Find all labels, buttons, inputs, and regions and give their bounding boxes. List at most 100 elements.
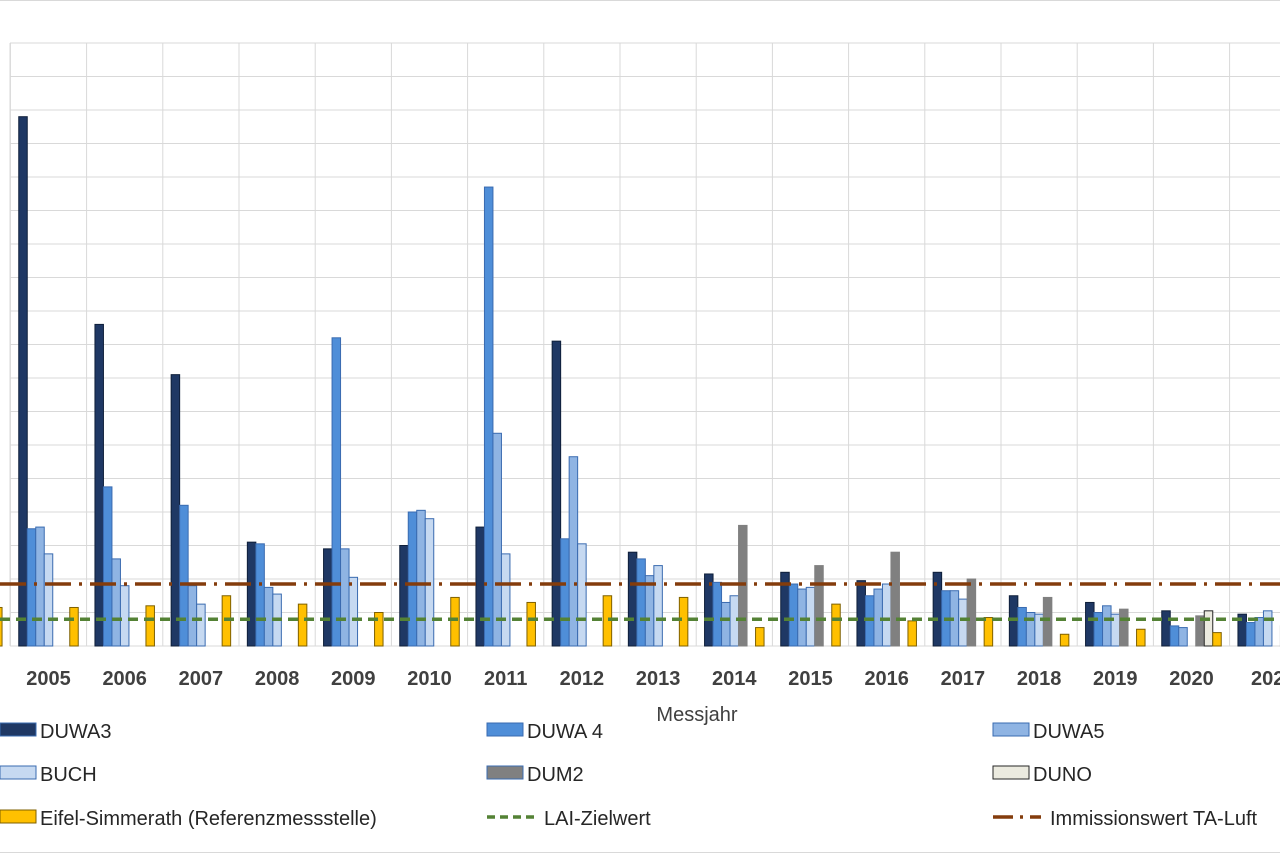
bar-eifel-simmerath-referenzmessstelle--2014 — [755, 627, 765, 647]
legend-swatch — [486, 722, 524, 737]
bar-buch-2012 — [577, 543, 587, 647]
legend-swatch — [486, 765, 524, 780]
bar-dum2-2019 — [1119, 608, 1129, 647]
legend-item-buch: BUCH — [0, 764, 97, 786]
bar-duwa-4-2018 — [1017, 606, 1027, 647]
x-tick-label: 2008 — [255, 668, 300, 690]
bar-eifel-simmerath-referenzmessstelle--2018 — [1059, 633, 1070, 647]
bar-duwa3-2019 — [1085, 601, 1095, 647]
x-tick-label: 2019 — [1093, 668, 1138, 690]
bar-buch-2017 — [958, 598, 968, 647]
bar-duno-2020 — [1203, 610, 1214, 647]
bar-eifel-simmerath-referenzmessstelle--2011 — [526, 601, 536, 647]
bar-duwa5-2014 — [721, 601, 731, 647]
bar-duwa3-2010 — [399, 545, 409, 647]
bar-duwa5-2011 — [492, 432, 502, 647]
x-tick-label: 2020 — [1169, 668, 1214, 690]
bar-duwa5-2020 — [1178, 627, 1188, 647]
legend-item-lai-zielwert: LAI-Zielwert — [487, 808, 651, 830]
bar-duwa3-2007 — [170, 374, 181, 647]
bar-duwa3-2020 — [1161, 610, 1171, 647]
legend-label: DUWA 4 — [527, 721, 603, 743]
bar-dum2-2018 — [1042, 596, 1053, 647]
bar-duwa-4-2008 — [255, 543, 265, 647]
bar-buch-2015 — [805, 586, 816, 647]
bar-eifel-simmerath-referenzmessstelle--2006 — [145, 605, 155, 647]
bar-dum2-2017 — [966, 578, 977, 647]
bar-duwa-4-2010 — [407, 511, 418, 647]
bar-eifel-simmerath-referenzmessstelle--2008 — [297, 603, 308, 647]
bar-duwa5-2007 — [187, 585, 198, 647]
bar-duwa5-2021 — [1254, 617, 1264, 647]
bar-duwa-4-2014 — [712, 581, 723, 647]
legend-item-eifel-simmerath-referenzmessstelle-: Eifel-Simmerath (Referenzmessstelle) — [0, 808, 377, 830]
legend-label: LAI-Zielwert — [544, 808, 651, 830]
bar-dum2-2015 — [814, 565, 824, 647]
legend-label: Immissionswert TA-Luft — [1050, 808, 1258, 830]
bar-eifel-simmerath-referenzmessstelle--2015 — [831, 603, 841, 647]
bar-duwa-4-2011 — [483, 186, 494, 647]
bar-duwa3-2005 — [18, 116, 28, 647]
bar-duwa3-2013 — [627, 551, 638, 647]
bar-duwa5-2010 — [416, 509, 426, 647]
bar-duwa-4-2021 — [1245, 622, 1256, 647]
gridlines — [9, 42, 1280, 647]
bar-duwa5-2006 — [111, 558, 121, 647]
bar-duwa-4-2005 — [26, 528, 37, 647]
x-tick-label: 2014 — [712, 668, 757, 690]
bar-buch-2005 — [43, 553, 54, 647]
x-tick-label: 2011 — [484, 668, 527, 690]
bar-duwa5-2019 — [1102, 605, 1112, 647]
bar-duwa-4-2009 — [331, 337, 342, 647]
x-tick-label: 2016 — [864, 668, 909, 690]
legend: DUWA3 DUWA 4 DUWA5 BUCH DUM2 DUNO Eifel-Simmer… — [0, 721, 1258, 830]
legend-item-duwa-4: DUWA 4 — [486, 721, 603, 743]
x-tick-label: 2006 — [102, 668, 147, 690]
legend-label: DUWA5 — [1033, 721, 1104, 743]
bars — [0, 116, 1280, 647]
legend-item-immissionswert-ta-luft: Immissionswert TA-Luft — [993, 808, 1258, 830]
x-tick-label: 2012 — [560, 668, 605, 690]
x-tick-labels: 2005 2006 2007 2008 2009 2010 2011 2012 2013 2014… — [26, 668, 1280, 690]
legend-item-duwa3: DUWA3 — [0, 721, 111, 743]
bar-eifel-simmerath-referenzmessstelle--2020 — [1212, 632, 1222, 647]
bar-duwa-4-2007 — [179, 504, 189, 647]
legend-swatch — [0, 722, 37, 737]
x-tick-label: 2010 — [407, 668, 452, 690]
bar-dum2-2016 — [890, 551, 900, 647]
legend-label: BUCH — [40, 764, 97, 786]
bar-buch-2006 — [119, 585, 130, 647]
bar-buch-2021 — [1262, 610, 1273, 647]
bar-eifel-simmerath-referenzmessstelle--2013 — [678, 596, 689, 647]
bar-duwa5-2008 — [263, 586, 274, 647]
bar-eifel-simmerath-referenzmessstelle--2010 — [450, 596, 460, 647]
bar-duwa-4-2020 — [1169, 625, 1180, 647]
bar-duwa5-2013 — [644, 575, 655, 647]
bar-duwa3-2006 — [94, 323, 104, 647]
bar-buch-2007 — [196, 603, 206, 647]
bar-duwa3-2012 — [551, 340, 562, 647]
bar-buch-2016 — [881, 583, 892, 647]
bar-buch-2013 — [653, 565, 663, 647]
bar-eifel-simmerath-referenzmessstelle--2019 — [1136, 628, 1146, 647]
legend-label: DUNO — [1033, 764, 1092, 786]
x-axis-label: Messjahr — [656, 704, 737, 726]
x-tick-label: 2009 — [331, 668, 376, 690]
bar-duwa5-2009 — [340, 548, 350, 647]
x-tick-label: 202 — [1251, 668, 1280, 690]
x-tick-label: 2007 — [179, 668, 224, 690]
bar-duwa3-2009 — [323, 548, 333, 647]
legend-label: DUM2 — [527, 764, 584, 786]
x-tick-label: 2017 — [941, 668, 986, 690]
bar-eifel-simmerath-referenzmessstelle--2005 — [69, 606, 79, 647]
bar-eifel-simmerath-referenzmessstelle--2004 — [0, 606, 3, 647]
bar-duwa3-2011 — [475, 526, 485, 647]
legend-swatch — [0, 765, 37, 780]
x-tick-label: 2015 — [788, 668, 833, 690]
bar-duwa-4-2013 — [636, 558, 646, 647]
x-tick-label: 2013 — [636, 668, 681, 690]
bar-eifel-simmerath-referenzmessstelle--2009 — [374, 612, 384, 647]
bar-duwa-4-2015 — [788, 583, 799, 647]
